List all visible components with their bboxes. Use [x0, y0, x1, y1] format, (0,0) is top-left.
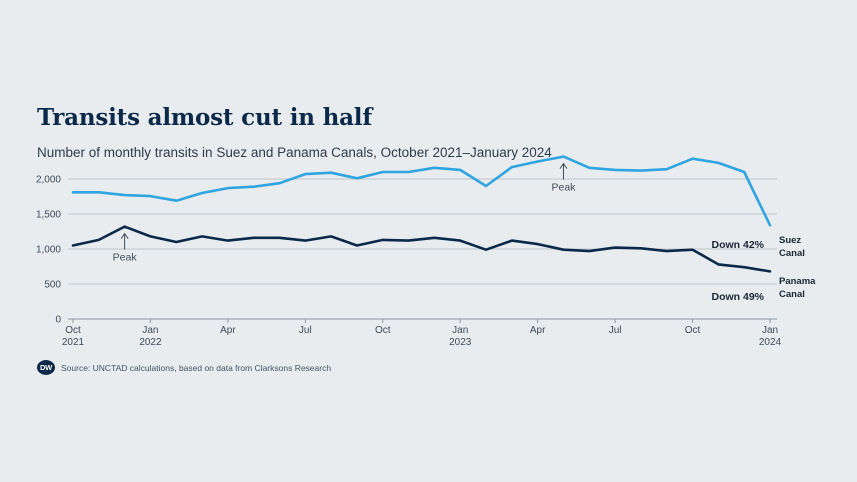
- suez-series-line: [71, 155, 772, 227]
- annotation-arrowhead: [120, 232, 129, 239]
- x-tick-label: 2023: [449, 337, 472, 348]
- chart-title: Transits almost cut in half: [37, 104, 373, 131]
- source-footer: DW Source: UNCTAD calculations, based on…: [37, 360, 331, 375]
- peak-annotation: Peak: [113, 252, 138, 264]
- x-tick-label: Jul: [299, 325, 312, 336]
- x-tick-label: Jan: [452, 325, 468, 336]
- x-tick-label: Jan: [762, 325, 778, 336]
- x-tick-label: Apr: [220, 325, 236, 336]
- dw-logo: DW: [37, 360, 55, 375]
- chart-subtitle: Number of monthly transits in Suez and P…: [37, 145, 552, 160]
- source-text: Source: UNCTAD calculations, based on da…: [61, 362, 332, 373]
- x-tick-label: Oct: [685, 325, 701, 336]
- x-tick-label: 2024: [759, 337, 782, 348]
- y-tick-label: 1,000: [36, 245, 61, 256]
- suez-series-label: Suez: [779, 235, 801, 246]
- y-tick-label: 2,000: [36, 175, 61, 186]
- y-tick-label: 1,500: [36, 210, 61, 221]
- x-tick-label: Oct: [375, 325, 391, 336]
- panama-series-label: Canal: [779, 289, 805, 300]
- y-tick-label: 500: [44, 280, 61, 291]
- x-tick-label: Jul: [609, 325, 622, 336]
- suez-change-note: Down 42%: [711, 239, 764, 251]
- peak-annotation: Peak: [552, 182, 577, 194]
- x-tick-label: 2022: [139, 337, 162, 348]
- x-tick-label: 2021: [62, 337, 85, 348]
- y-tick-label: 0: [55, 315, 61, 326]
- x-tick-label: Oct: [65, 325, 81, 336]
- annotation-arrowhead: [559, 162, 568, 169]
- panama-change-note: Down 49%: [711, 291, 764, 303]
- x-tick-label: Apr: [530, 325, 546, 336]
- panama-series-label: Panama: [779, 276, 816, 287]
- x-tick-label: Jan: [142, 325, 158, 336]
- suez-series-label: Canal: [779, 248, 805, 259]
- panama-series-line: [71, 225, 772, 273]
